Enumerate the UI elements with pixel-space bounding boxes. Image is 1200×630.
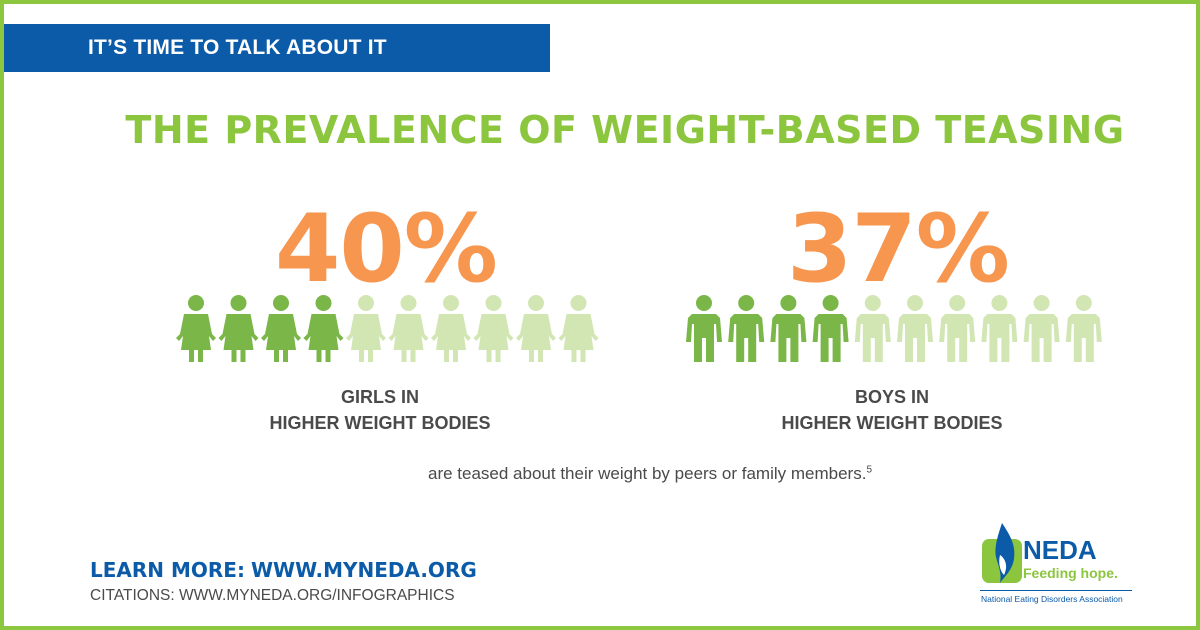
girl-figure-icon (473, 295, 514, 362)
girls-caption: GIRLS IN HIGHER WEIGHT BODIES (170, 384, 590, 436)
learn-more: LEARN MORE: WWW.MYNEDA.ORG (90, 558, 477, 582)
boy-figure-icon (770, 295, 807, 362)
neda-flame-logo-icon (982, 523, 1022, 583)
boy-figure-icon (686, 295, 722, 362)
page-title: THE PREVALENCE OF WEIGHT-BASED TEASING (125, 108, 1125, 152)
girl-figure-icon (388, 295, 429, 362)
learn-more-link[interactable]: WWW.MYNEDA.ORG (250, 558, 477, 582)
girl-figure-icon (261, 295, 301, 362)
logo-org-name: National Eating Disorders Association (981, 594, 1123, 604)
logo-tagline: Feeding hope. (1023, 565, 1118, 581)
citations-link[interactable]: CITATIONS: WWW.MYNEDA.ORG/INFOGRAPHICS (90, 587, 455, 604)
girls-figure-row (176, 294, 606, 364)
note-reference: 5 (866, 464, 872, 476)
boys-caption: BOYS IN HIGHER WEIGHT BODIES (682, 384, 1102, 436)
girl-figure-icon (558, 295, 599, 362)
boy-figure-icon (897, 295, 933, 362)
teasing-note: are teased about their weight by peers o… (0, 464, 1200, 484)
boy-figure-icon (939, 295, 976, 362)
teasing-note-text: are teased about their weight by peers o… (428, 464, 867, 483)
boys-stat: 37% (787, 195, 1010, 304)
boys-figure-row (684, 294, 1108, 364)
logo-name: NEDA (1023, 535, 1097, 565)
boys-caption-line1: BOYS IN (854, 387, 929, 407)
header-banner: IT’S TIME TO TALK ABOUT IT (4, 24, 550, 72)
boys-caption-line2: HIGHER WEIGHT BODIES (781, 413, 1003, 433)
girl-figure-icon (303, 295, 344, 362)
girls-caption-line1: GIRLS IN (340, 387, 419, 407)
learn-more-label: LEARN MORE: (90, 558, 245, 582)
boy-figure-icon (981, 295, 1018, 362)
girl-figure-icon (516, 295, 556, 362)
girl-figure-icon (346, 295, 386, 362)
girl-figure-icon (218, 295, 259, 362)
boy-figure-icon (812, 295, 849, 362)
boy-figure-icon (1065, 295, 1102, 362)
girls-caption-line2: HIGHER WEIGHT BODIES (269, 413, 491, 433)
boy-figure-icon (1023, 295, 1060, 362)
boy-figure-icon (728, 295, 765, 362)
girls-stat: 40% (275, 195, 498, 304)
boy-figure-icon (854, 295, 891, 362)
logo-divider (980, 590, 1132, 591)
girl-figure-icon (176, 295, 216, 362)
girl-figure-icon (431, 295, 471, 362)
